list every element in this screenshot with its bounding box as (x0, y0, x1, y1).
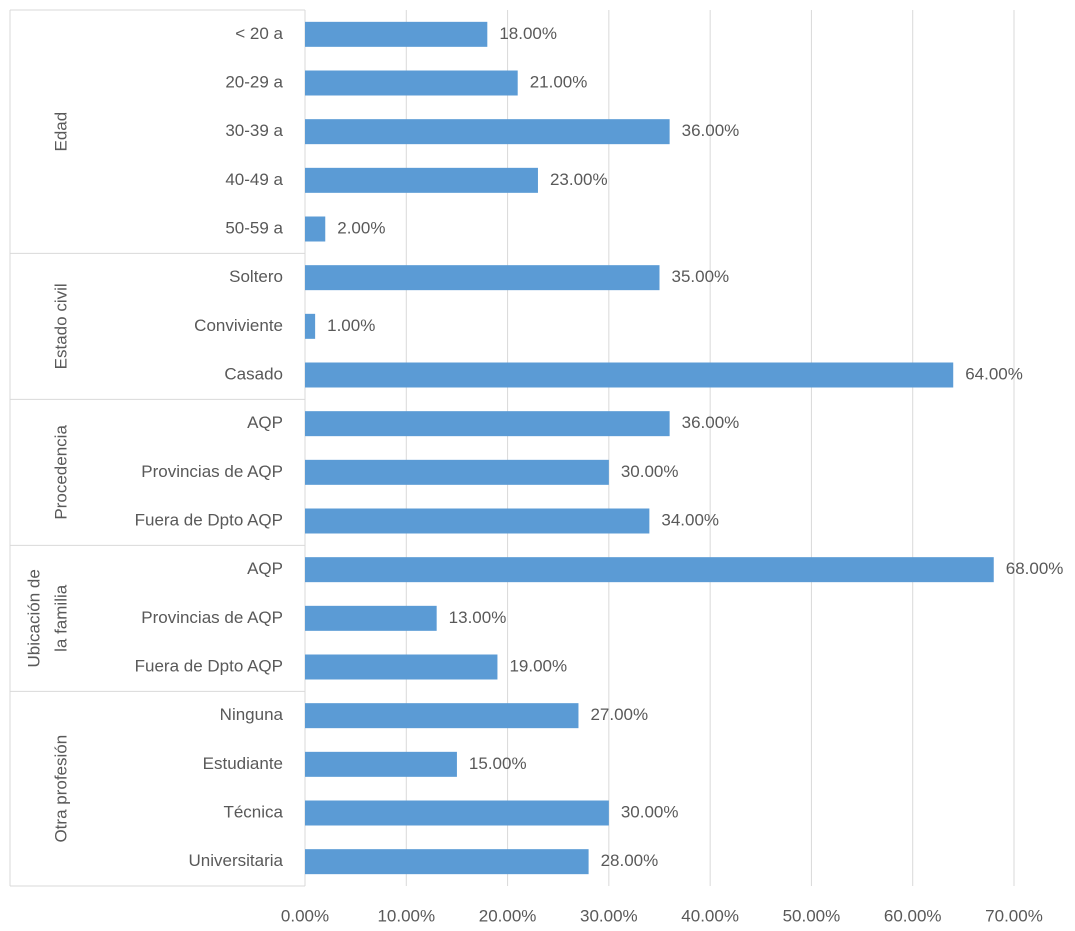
bar (305, 557, 994, 583)
bar (305, 313, 316, 339)
x-tick-label: 10.00% (377, 906, 435, 925)
y-tick-label: AQP (247, 559, 283, 578)
bar (305, 119, 670, 145)
value-label: 34.00% (661, 510, 719, 529)
value-label: 13.00% (449, 608, 507, 627)
value-label: 35.00% (672, 267, 730, 286)
x-tick-label: 40.00% (681, 906, 739, 925)
y-tick-label: Soltero (229, 267, 283, 286)
bar (305, 849, 589, 875)
value-label: 18.00% (499, 24, 557, 43)
y-tick-label: Fuera de Dpto AQP (135, 510, 283, 529)
x-tick-label: 20.00% (479, 906, 537, 925)
value-label: 30.00% (621, 802, 679, 821)
value-label: 21.00% (530, 72, 588, 91)
group-label: Otra profesión (51, 735, 70, 843)
value-label: 64.00% (965, 364, 1023, 383)
y-tick-label: 20-29 a (225, 72, 283, 91)
bar (305, 459, 609, 485)
x-tick-label: 70.00% (985, 906, 1043, 925)
y-tick-label: Provincias de AQP (141, 462, 283, 481)
y-tick-label: Fuera de Dpto AQP (135, 656, 283, 675)
value-label: 2.00% (337, 218, 385, 237)
group-label: Ubicación de (24, 569, 43, 667)
y-tick-label: Universitaria (189, 851, 284, 870)
bar (305, 70, 518, 96)
bar (305, 654, 498, 680)
bar (305, 605, 437, 631)
bar (305, 411, 670, 437)
y-tick-label: 30-39 a (225, 121, 283, 140)
y-tick-label: Provincias de AQP (141, 608, 283, 627)
y-tick-label: 50-59 a (225, 218, 283, 237)
x-tick-label: 0.00% (281, 906, 329, 925)
y-tick-label: Estudiante (203, 754, 283, 773)
bar (305, 216, 326, 242)
y-tick-label: Casado (224, 364, 283, 383)
bar (305, 751, 457, 777)
group-label: Estado civil (51, 283, 70, 369)
value-label: 23.00% (550, 170, 608, 189)
group-label: Procedencia (51, 425, 70, 520)
bar (305, 167, 538, 193)
value-label: 36.00% (682, 413, 740, 432)
group-label: Edad (51, 112, 70, 152)
y-tick-label: AQP (247, 413, 283, 432)
x-tick-label: 60.00% (884, 906, 942, 925)
value-label: 68.00% (1006, 559, 1064, 578)
value-label: 30.00% (621, 462, 679, 481)
value-label: 28.00% (601, 851, 659, 870)
y-tick-label: 40-49 a (225, 170, 283, 189)
group-label: la familia (51, 584, 70, 652)
value-label: 15.00% (469, 754, 527, 773)
x-tick-label: 30.00% (580, 906, 638, 925)
value-label: 36.00% (682, 121, 740, 140)
value-label: 19.00% (509, 656, 567, 675)
bar (305, 265, 660, 291)
bar (305, 362, 954, 388)
y-tick-label: Técnica (223, 802, 283, 821)
bar (305, 508, 650, 534)
y-tick-label: Conviviente (194, 316, 283, 335)
value-label: 27.00% (590, 705, 648, 724)
y-tick-label: < 20 a (235, 24, 283, 43)
y-tick-label: Ninguna (220, 705, 284, 724)
bar (305, 703, 579, 729)
bar (305, 21, 488, 47)
value-label: 1.00% (327, 316, 375, 335)
bar (305, 800, 609, 826)
x-tick-label: 50.00% (783, 906, 841, 925)
